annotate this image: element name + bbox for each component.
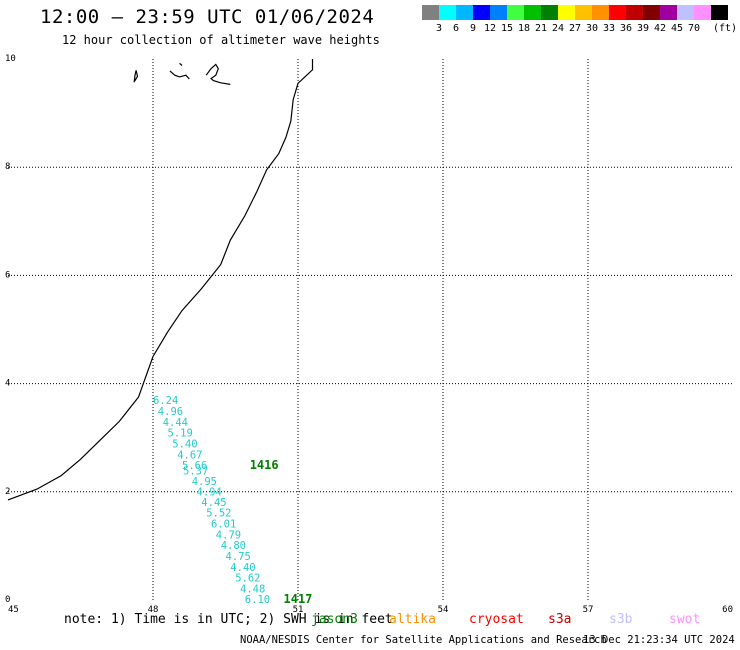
swh-value-label: 4.96 xyxy=(158,406,183,418)
swh-value-label: 5.52 xyxy=(206,508,231,520)
map-subtitle: 12 hour collection of altimeter wave hei… xyxy=(62,33,380,47)
footer-created-timestamp: 13 Dec 21:23:34 UTC 2024 xyxy=(583,634,735,646)
swh-value-label: 6.01 xyxy=(211,519,236,531)
island-outline xyxy=(133,70,139,83)
coastline xyxy=(7,59,314,501)
legend-swatch xyxy=(592,5,609,20)
footer-credit: NOAA/NESDIS Center for Satellite Applica… xyxy=(240,634,607,646)
footer-note: note: 1) Time is in UTC; 2) SWH is in fe… xyxy=(64,612,393,627)
legend-swatch xyxy=(677,5,694,20)
legend-swatch xyxy=(711,5,728,20)
legend-swatch xyxy=(507,5,524,20)
swh-value-label: 5.19 xyxy=(168,428,193,440)
swh-value-label: 5.66 xyxy=(182,460,207,472)
coastline-somalia xyxy=(7,59,314,501)
legend-swatch xyxy=(541,5,558,20)
legend-unit-label: (ft) xyxy=(713,23,738,34)
y-tick-label: 6 xyxy=(5,270,10,280)
legend-swatch xyxy=(439,5,456,20)
legend-swatch xyxy=(694,5,711,20)
swh-value-label: 5.37 xyxy=(183,466,208,478)
legend-swatch xyxy=(575,5,592,20)
legend-swatch xyxy=(660,5,677,20)
legend-tick-label: 45 xyxy=(670,23,684,34)
swh-value-label: 5.40 xyxy=(172,438,197,450)
legend-tick-label: 70 xyxy=(687,23,701,34)
legend-swatch xyxy=(524,5,541,20)
island-outline xyxy=(169,70,190,80)
x-tick-label: 57 xyxy=(583,605,594,615)
swh-value-label: 5.62 xyxy=(235,573,260,585)
wave-height-labels: 6.244.964.445.195.404.675.665.374.954.94… xyxy=(153,395,312,606)
legend-tick-label: 39 xyxy=(636,23,650,34)
legend-tick-label: 18 xyxy=(517,23,531,34)
legend-tick-label: 30 xyxy=(585,23,599,34)
legend-swatch xyxy=(456,5,473,20)
legend-swatch xyxy=(422,5,439,20)
legend-swatch xyxy=(473,5,490,20)
y-tick-label: 2 xyxy=(5,487,10,497)
pass-number-label: 1417 xyxy=(284,592,313,606)
legend-swatch xyxy=(643,5,660,20)
swh-value-label: 4.67 xyxy=(177,449,202,461)
legend-tick-label: 9 xyxy=(469,23,477,34)
y-tick-label: 8 xyxy=(5,162,10,172)
legend-tick-label: 21 xyxy=(534,23,548,34)
satellite-legend-jason3: jason3 xyxy=(311,612,358,627)
x-tick-label: 51 xyxy=(293,605,304,615)
y-tick-label: 10 xyxy=(5,54,16,64)
satellite-legend-s3a: s3a xyxy=(548,612,572,627)
pass-number-label: 1416 xyxy=(250,458,279,472)
x-tick-label: 45 xyxy=(8,605,19,615)
y-tick-label: 4 xyxy=(5,379,10,389)
legend-swatch xyxy=(558,5,575,20)
legend-tick-label: 24 xyxy=(551,23,565,34)
legend-tick-label: 6 xyxy=(452,23,460,34)
swh-value-label: 4.80 xyxy=(221,540,246,552)
legend-tick-label: 36 xyxy=(619,23,633,34)
swh-value-label: 6.10 xyxy=(245,594,270,606)
x-tick-label: 54 xyxy=(438,605,449,615)
legend-tick-label: 12 xyxy=(483,23,497,34)
swh-value-label: 4.48 xyxy=(240,583,265,595)
legend-tick-label: 15 xyxy=(500,23,514,34)
swh-value-label: 4.75 xyxy=(226,551,251,563)
island-outline xyxy=(179,62,183,66)
legend-tick-label: 42 xyxy=(653,23,667,34)
legend-tick-label: 3 xyxy=(435,23,443,34)
island-outline xyxy=(205,63,231,85)
swh-value-label: 4.79 xyxy=(216,529,241,541)
swh-value-label: 4.45 xyxy=(201,497,226,509)
legend-tick-label: 27 xyxy=(568,23,582,34)
swh-value-label: 4.44 xyxy=(163,417,188,429)
legend-swatch xyxy=(626,5,643,20)
legend-tick-label: 33 xyxy=(602,23,616,34)
swh-value-label: 4.40 xyxy=(230,562,255,574)
axis-ticks: 45 48 51 54 57 60 10 8 6 4 2 0 xyxy=(5,54,733,615)
swh-value-label: 6.24 xyxy=(153,395,178,407)
swh-value-label: 4.95 xyxy=(192,476,217,488)
satellite-legend-altika: altika xyxy=(389,612,436,627)
legend-swatch xyxy=(609,5,626,20)
satellite-legend-cryosat: cryosat xyxy=(469,612,524,627)
x-tick-label: 48 xyxy=(148,605,159,615)
lat-lon-grid xyxy=(8,59,733,600)
legend-swatch xyxy=(490,5,507,20)
y-tick-label: 0 xyxy=(5,595,10,605)
satellite-legend-swot: swot xyxy=(669,612,701,627)
x-tick-label: 60 xyxy=(722,605,733,615)
swh-value-label: 4.94 xyxy=(197,487,222,499)
map-title: 12:00 – 23:59 UTC 01/06/2024 xyxy=(40,6,375,28)
satellite-legend-s3b: s3b xyxy=(609,612,633,627)
